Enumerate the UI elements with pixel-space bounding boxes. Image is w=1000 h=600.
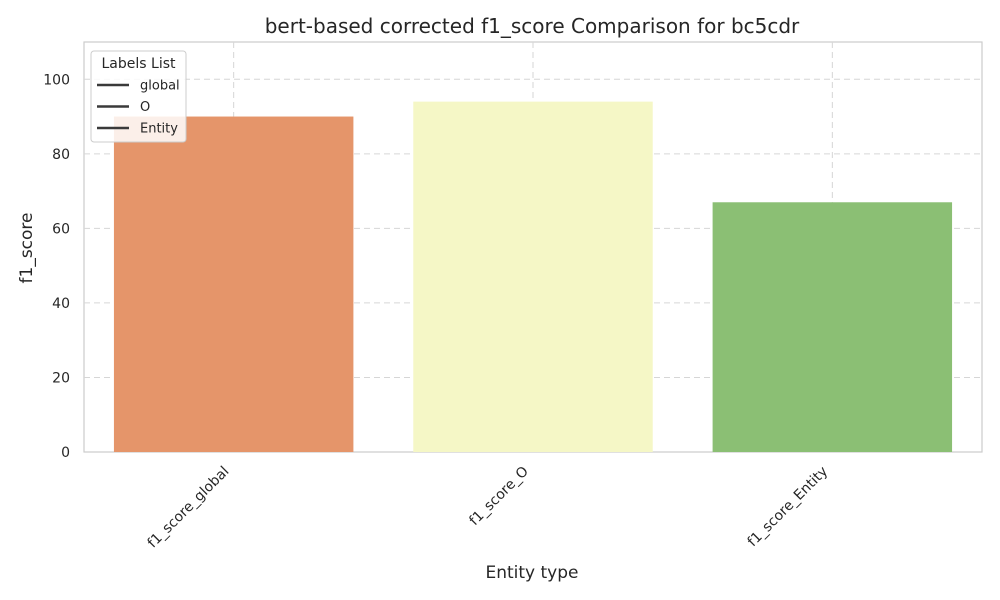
x-tick-label: f1_score_O [466, 464, 531, 529]
legend-label-global: global [140, 79, 180, 94]
bar-f1_score_global [113, 116, 354, 452]
chart-title: bert-based corrected f1_score Comparison… [265, 14, 800, 38]
bars [113, 101, 953, 453]
x-tick-label: f1_score_global [145, 464, 233, 552]
legend-label-Entity: Entity [140, 122, 178, 137]
y-tick-label: 40 [52, 296, 70, 312]
x-axis-ticks: f1_score_global f1_score_O f1_score_Entity [145, 464, 831, 552]
legend: Labels List global O Entity [90, 50, 187, 143]
x-tick-label: f1_score_Entity [745, 464, 831, 550]
y-tick-label: 60 [52, 221, 70, 237]
bar-f1_score_O [413, 101, 653, 453]
bar-f1_score_Entity [712, 202, 953, 452]
y-tick-label: 80 [52, 147, 70, 163]
y-tick-label: 20 [52, 370, 70, 386]
y-axis-label: f1_score [17, 213, 37, 284]
y-tick-label: 0 [61, 445, 70, 461]
legend-label-O: O [140, 100, 150, 115]
legend-box [90, 50, 187, 143]
legend-title: Labels List [102, 56, 176, 72]
y-tick-label: 100 [43, 72, 70, 88]
y-axis-ticks: 0 20 40 60 80 100 [43, 72, 70, 461]
x-axis-label: Entity type [485, 563, 578, 583]
legend-entries: global O Entity [97, 79, 180, 137]
